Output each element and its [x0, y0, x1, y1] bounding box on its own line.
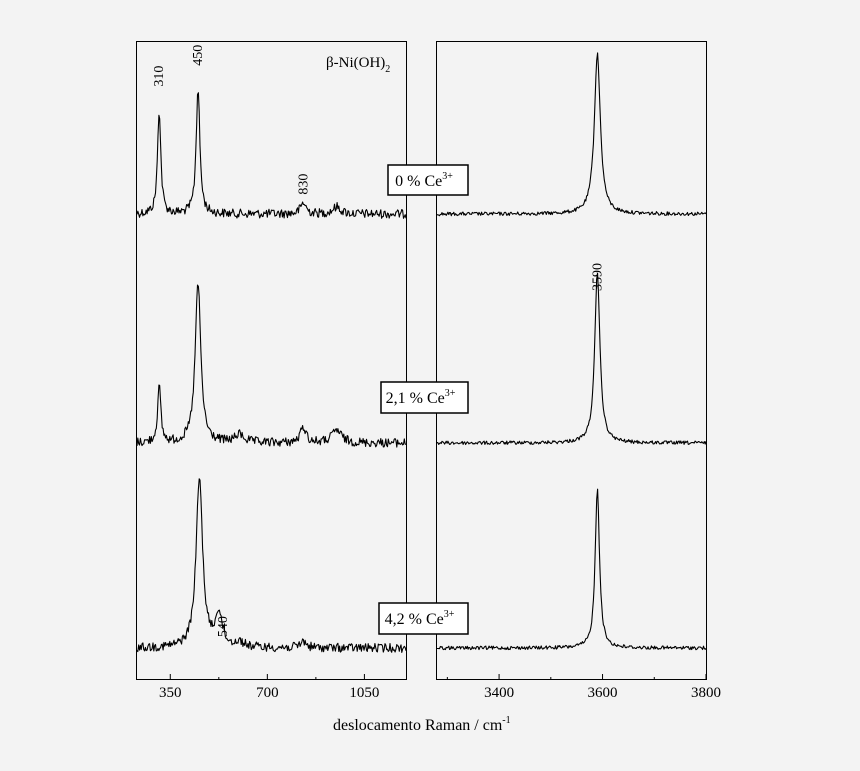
sample-label-text-3: 4,2 % Ce3+	[385, 609, 455, 628]
sample-label-box-3	[378, 602, 469, 635]
peak-label-310: 310	[152, 66, 167, 87]
peak-label-3590: 3590	[590, 263, 605, 291]
x-tick-label-1-1: 350	[159, 685, 182, 701]
chart-title: β-Ni(OH)2	[326, 55, 390, 75]
x-tick-label-1-3: 1050	[349, 685, 379, 701]
spectrum-line-2-panel-1	[136, 284, 407, 448]
ticks-layer: 350 700 1050 3400 3600 3800	[159, 674, 721, 701]
sample-label-2: 2,1 % Ce3+	[380, 381, 469, 414]
spectrum-line-2-panel-2	[436, 272, 707, 446]
spectrum-line-3-panel-1	[136, 478, 407, 653]
x-tick-label-2-3: 3800	[691, 685, 721, 701]
right-panel-frame	[436, 41, 707, 680]
sample-label-1: 0 % Ce3+	[387, 164, 469, 196]
chart-title-main: β-Ni(OH)	[326, 55, 385, 71]
spectrum-line-3-panel-2	[437, 488, 707, 651]
peak-label-830: 830	[296, 174, 311, 195]
sample-label-3: 4,2 % Ce3+	[378, 602, 469, 635]
sample-label-box-1	[387, 164, 469, 196]
chart-title-subscript: 2	[385, 64, 390, 75]
sample-label-text-2: 2,1 % Ce3+	[386, 388, 456, 407]
sample-labels-layer: 0 % Ce3+ 2,1 % Ce3+ 4,2 % Ce3+	[378, 164, 469, 635]
x-tick-label-2-1: 3400	[484, 685, 514, 701]
spectrum-line-1-panel-1	[136, 92, 407, 219]
x-tick-label-1-2: 700	[256, 685, 279, 701]
spectra-layer	[136, 52, 707, 653]
x-tick-label-2-2: 3600	[588, 685, 618, 701]
peak-label-540: 540	[216, 616, 231, 637]
peak-label-450: 450	[191, 45, 206, 66]
sample-label-text-1: 0 % Ce3+	[395, 171, 453, 190]
x-axis-label-main: deslocamento Raman / cm	[333, 717, 503, 734]
x-axis-label: deslocamento Raman / cm-1	[333, 715, 511, 734]
left-panel-frame	[136, 41, 407, 680]
spectrum-line-1-panel-2	[436, 52, 707, 217]
sample-label-box-2	[380, 381, 469, 414]
x-axis-label-superscript: -1	[502, 715, 510, 726]
annotation-layer: 310 450 830 3590 540	[152, 45, 605, 637]
